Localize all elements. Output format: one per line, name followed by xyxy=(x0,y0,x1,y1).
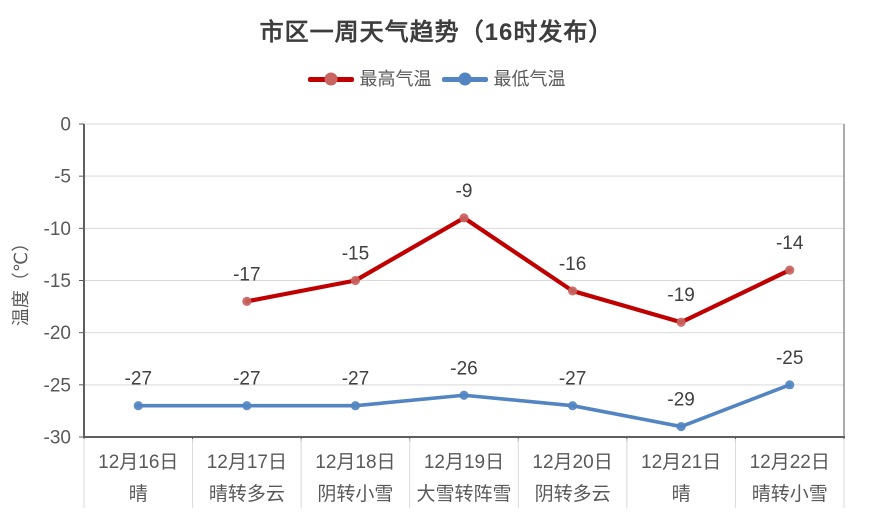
data-label-min-temp: -27 xyxy=(342,369,369,390)
chart-title: 市区一周天气趋势（16时发布） xyxy=(259,19,614,46)
category-date-label: 12月17日 xyxy=(207,452,287,473)
data-point-marker-max-temp xyxy=(567,286,578,296)
y-tick-label: -20 xyxy=(44,323,71,344)
data-label-min-temp: -25 xyxy=(776,348,803,369)
data-point-marker-max-temp xyxy=(350,275,361,286)
category-date-label: 12月19日 xyxy=(424,452,504,473)
category-date-label: 12月16日 xyxy=(98,452,178,473)
category-date-label: 12月22日 xyxy=(750,452,830,473)
category-weather-label: 阴转小雪 xyxy=(317,483,393,505)
data-label-min-temp: -26 xyxy=(450,358,477,379)
legend-label-min-temp: 最低气温 xyxy=(493,69,566,89)
y-axis-title: 温度（℃） xyxy=(11,234,31,326)
legend-dot-icon xyxy=(324,72,337,86)
legend-item-max-temp[interactable]: 最高气温 xyxy=(307,69,432,89)
legend-line-marker-max-temp xyxy=(307,72,354,86)
data-label-min-temp: -29 xyxy=(667,390,694,411)
data-point-marker-max-temp xyxy=(459,213,469,223)
data-point-marker-max-temp xyxy=(676,317,686,327)
data-point-marker-min-temp xyxy=(459,390,469,400)
data-label-max-temp: -19 xyxy=(667,285,694,306)
data-point-marker-min-temp xyxy=(133,401,143,411)
category-weather-label: 大雪转阵雪 xyxy=(416,483,511,505)
y-tick-label: -15 xyxy=(44,271,71,292)
data-point-marker-min-temp xyxy=(785,380,795,390)
y-tick-label: -5 xyxy=(54,167,71,188)
category-weather-label: 阴转多云 xyxy=(535,483,611,505)
data-label-max-temp: -16 xyxy=(559,254,586,275)
data-point-marker-max-temp xyxy=(785,265,795,275)
data-point-marker-min-temp xyxy=(242,401,252,411)
data-label-max-temp: -17 xyxy=(233,264,260,285)
category-weather-label: 晴转小雪 xyxy=(752,483,828,505)
data-label-max-temp: -15 xyxy=(342,244,369,265)
category-weather-label: 晴 xyxy=(129,483,148,505)
y-tick-label: -30 xyxy=(44,428,71,449)
legend-item-min-temp[interactable]: 最低气温 xyxy=(441,69,566,89)
data-label-max-temp: -9 xyxy=(456,181,473,202)
data-label-min-temp: -27 xyxy=(125,369,152,390)
data-point-marker-min-temp xyxy=(676,421,686,432)
category-weather-label: 晴转多云 xyxy=(209,483,285,505)
category-date-label: 12月21日 xyxy=(641,452,721,473)
y-tick-label: -25 xyxy=(44,375,71,396)
chart-legend: 最高气温 最低气温 xyxy=(0,70,873,88)
category-weather-label: 晴 xyxy=(672,483,691,505)
data-point-marker-min-temp xyxy=(350,401,361,411)
data-label-max-temp: -14 xyxy=(776,233,804,254)
data-point-marker-min-temp xyxy=(567,401,578,411)
legend-label-max-temp: 最高气温 xyxy=(359,69,432,89)
y-tick-label: -10 xyxy=(44,219,71,240)
y-tick-label: 0 xyxy=(60,115,71,136)
data-label-min-temp: -27 xyxy=(559,369,586,390)
legend-dot-icon xyxy=(458,72,471,86)
category-date-label: 12月20日 xyxy=(532,452,612,473)
data-label-min-temp: -27 xyxy=(233,369,260,390)
data-point-marker-max-temp xyxy=(242,296,252,306)
category-date-label: 12月18日 xyxy=(315,452,395,473)
legend-line-marker-min-temp xyxy=(441,72,488,86)
series-line-max-temp xyxy=(244,215,792,325)
